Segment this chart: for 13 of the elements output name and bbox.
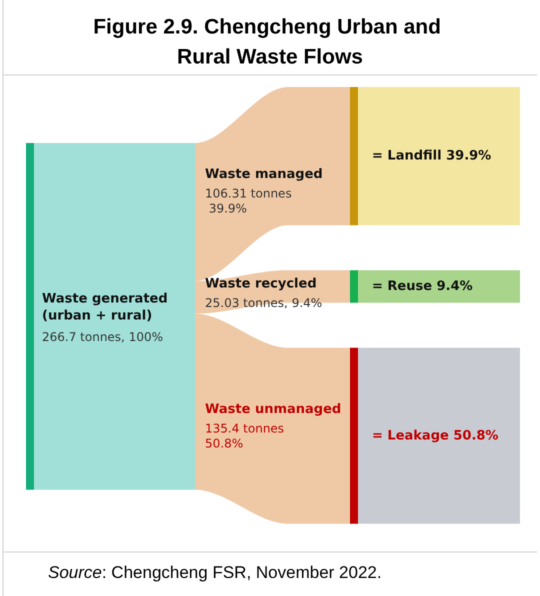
text: = Leakage 50.8% <box>372 428 498 444</box>
data-label: 106.31 tonnes 39.9% <box>205 186 292 216</box>
data-label: 25.03 tonnes, 9.4% <box>205 296 322 310</box>
text: Waste generated (urban + rural) <box>42 291 168 324</box>
text: = Landfill 39.9% <box>372 148 492 164</box>
text: = Reuse 9.4% <box>372 278 473 294</box>
text: Figure 2.9. Chengcheng Urban and Rural Waste Flows <box>93 16 447 68</box>
category-label: Waste recycled <box>205 276 317 292</box>
category-label: Waste unmanaged <box>205 402 342 417</box>
data-label: 135.4 tonnes 50.8% <box>205 421 284 450</box>
text: 266.7 tonnes, 100% <box>42 330 163 344</box>
source-note: Source: Chengcheng FSR, November 2022. <box>48 563 382 582</box>
category-label: Waste managed <box>205 167 323 182</box>
